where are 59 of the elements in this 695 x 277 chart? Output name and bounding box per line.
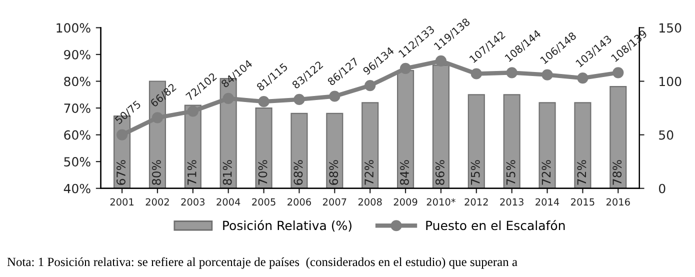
y-tick-label: 90% <box>64 50 90 60</box>
x-tick-label: 2004 <box>216 198 240 206</box>
x-tick-label: 2006 <box>288 198 311 206</box>
point <box>294 94 305 106</box>
x-tick-label: 2001 <box>110 198 134 206</box>
y-tick-label: 100% <box>56 23 90 33</box>
point <box>506 67 518 78</box>
x-tick-label: 2013 <box>500 198 524 206</box>
y2-tick-label: 100 <box>660 76 682 86</box>
y-tick-label: 80% <box>64 76 90 86</box>
point <box>542 69 553 80</box>
data-label: 80% <box>152 160 161 185</box>
y-tick-label: 70% <box>64 104 90 113</box>
point <box>612 67 624 78</box>
point <box>364 80 376 92</box>
y2-tick-label: 0 <box>658 184 666 194</box>
data-label: 68% <box>294 160 303 185</box>
x-tick-label: 2009 <box>394 198 418 206</box>
point <box>222 92 234 104</box>
x-tick-label: 2012 <box>464 198 488 206</box>
data-label: 70% <box>258 160 268 185</box>
data-label: 86% <box>435 160 444 185</box>
y2-tick-label: 150 <box>660 23 682 33</box>
x-tick-label: 2007 <box>322 198 346 206</box>
point <box>187 106 198 117</box>
legend-label: Posición Relativa (%) <box>223 220 352 232</box>
legend-label: Puesto en el Escalafón <box>426 220 565 230</box>
data-label: 72% <box>364 160 374 185</box>
point <box>258 96 270 108</box>
point <box>577 72 588 84</box>
x-tick-label: 2014 <box>536 198 560 206</box>
x-tick-label: 2008 <box>358 198 382 206</box>
x-tick-label: 2003 <box>181 198 204 206</box>
x-tick-label: 2015 <box>571 198 594 206</box>
data-label: 71% <box>187 160 196 185</box>
text: Nota: 1 Posición relativa: se refiere al porcentaje de países (considerados en el estudio) que superan a <box>7 257 518 269</box>
data-label: 68% <box>329 160 338 185</box>
data-label: 81% <box>222 160 232 185</box>
x-tick-label: 2005 <box>252 198 276 206</box>
point <box>329 90 340 102</box>
data-label: 72% <box>542 160 551 185</box>
data-label: 75% <box>470 160 480 185</box>
y2-tick-label: 50 <box>659 130 674 140</box>
point <box>116 129 128 140</box>
x-tick-label: 2002 <box>146 198 169 206</box>
x-tick-label: 2010* <box>426 198 456 206</box>
point <box>400 62 412 74</box>
point <box>470 68 482 80</box>
data-label: 67% <box>116 160 126 185</box>
x-tick-label: 2016 <box>606 198 630 206</box>
point <box>435 55 447 66</box>
y-tick-label: 60% <box>64 130 90 140</box>
point <box>152 112 164 124</box>
y-tick-label: 40% <box>64 184 90 194</box>
y-tick-label: 50% <box>64 157 90 167</box>
data-label: 72% <box>577 160 586 185</box>
data-label: 84% <box>400 160 409 185</box>
data-label: 78% <box>612 160 622 185</box>
data-label: 75% <box>506 160 516 185</box>
